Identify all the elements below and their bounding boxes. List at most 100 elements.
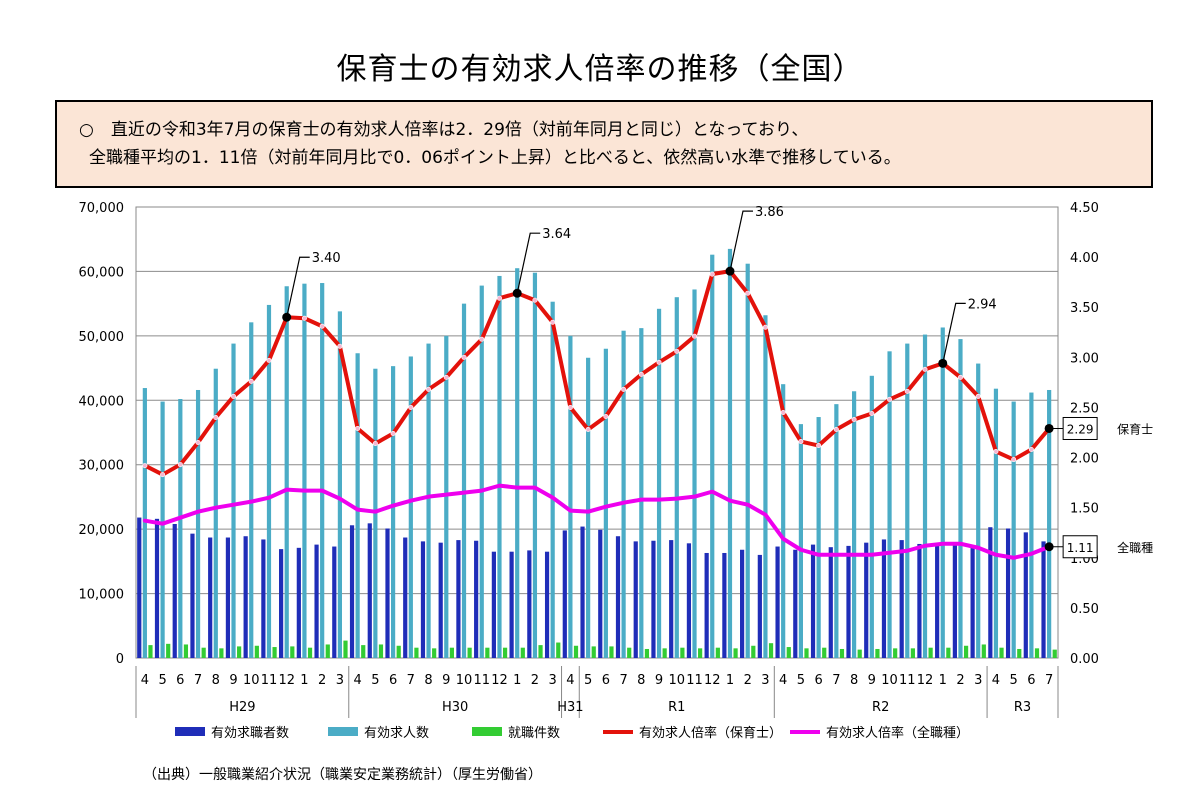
line-point [957, 374, 963, 380]
legend-swatch [472, 727, 502, 736]
x-tick-label: 11 [261, 673, 278, 688]
bar-job-seekers [562, 530, 567, 658]
line-point [585, 426, 591, 432]
bar-placements [254, 645, 259, 658]
legend-label: 有効求人数 [364, 726, 429, 741]
bar-job-seekers [669, 540, 674, 658]
bar-placements [786, 647, 791, 658]
bar-job-seekers [296, 547, 301, 658]
summary-note: ○ 直近の令和3年7月の保育士の有効求人倍率は2．29倍（対前年同月と同じ）とな… [55, 100, 1153, 188]
y-right-tick-label: 2.00 [1070, 452, 1099, 467]
bar-job-openings [497, 275, 502, 658]
legend-swatch [175, 727, 205, 736]
bar-job-seekers [172, 523, 177, 658]
line-point [142, 463, 148, 469]
line-point [1028, 447, 1034, 453]
end-value-box [1062, 416, 1098, 440]
line-point [904, 388, 910, 394]
x-tick-label: 7 [194, 673, 202, 688]
x-tick-label: 5 [584, 673, 592, 688]
bar-placements [875, 648, 880, 658]
y-right-tick-label: 1.50 [1070, 502, 1099, 517]
bar-job-seekers [190, 533, 195, 658]
bar-job-openings [603, 348, 608, 658]
bar-placements [520, 647, 525, 658]
bar-placements [839, 648, 845, 658]
bar-job-openings [479, 285, 484, 658]
y-right-tick-label: 0.50 [1070, 602, 1099, 617]
bar-job-seekers [385, 528, 390, 658]
bar-job-openings [213, 368, 218, 658]
bar-job-seekers [474, 540, 479, 658]
bar-job-openings [852, 391, 857, 658]
bar-placements [768, 643, 774, 658]
bar-job-openings [940, 327, 945, 658]
line-point [443, 374, 449, 380]
line-point [213, 414, 219, 420]
x-tick-label: 2 [744, 673, 752, 688]
x-tick-label: 7 [832, 673, 840, 688]
bar-placements [449, 647, 454, 658]
y-right-tick-label: 3.00 [1070, 351, 1099, 366]
y-left-tick-label: 50,000 [79, 330, 125, 345]
bar-job-seekers [225, 537, 231, 658]
bar-job-seekers [367, 523, 372, 658]
bar-job-seekers [544, 551, 550, 658]
bar-placements [662, 648, 667, 658]
bar-placements [343, 640, 348, 658]
bar-job-openings [656, 308, 662, 658]
x-tick-label: 12 [491, 673, 508, 688]
bar-placements [148, 645, 153, 658]
bar-job-seekers [349, 525, 355, 658]
bar-placements [946, 647, 951, 658]
line-point [231, 393, 237, 399]
x-tick-label: 8 [637, 673, 645, 688]
bar-placements [201, 647, 206, 658]
x-tick-label: 7 [619, 673, 627, 688]
end-value-box [1062, 535, 1098, 559]
bar-placements [733, 648, 738, 658]
bar-placements [591, 646, 596, 658]
callout-leader [286, 256, 310, 318]
bar-placements [963, 645, 969, 658]
x-tick-label: 9 [442, 673, 450, 688]
bar-job-seekers [757, 554, 762, 658]
line-point [408, 404, 414, 410]
line-point [638, 371, 644, 377]
bar-placements [396, 645, 401, 658]
line-point [656, 359, 662, 365]
bar-placements [219, 648, 224, 658]
legend-swatch [328, 727, 358, 736]
bar-placements [715, 647, 720, 658]
bar-job-seekers [828, 547, 833, 658]
end-value-label: 2.29 [1067, 422, 1094, 436]
bar-placements [893, 648, 898, 658]
bar-job-openings [568, 335, 573, 658]
callout-leader [729, 210, 753, 272]
bar-job-seekers [243, 536, 248, 658]
line-point [461, 354, 467, 360]
source-note: （出典）一般職業紹介状況（職業安定業務統計）（厚生労働省） [143, 767, 542, 783]
bar-placements [981, 644, 986, 658]
callout-marker [938, 358, 948, 368]
bar-job-seekers [509, 551, 514, 658]
bar-placements [609, 646, 614, 658]
bar-job-seekers [899, 540, 904, 658]
bar-placements [307, 647, 313, 658]
x-tick-label: 3 [336, 673, 344, 688]
x-tick-label: 5 [158, 673, 166, 688]
bar-job-openings [674, 297, 679, 658]
legend-label: 就職件数 [508, 726, 560, 741]
bar-placements [272, 647, 277, 658]
x-tick-label: 12 [917, 673, 934, 688]
bar-job-seekers [420, 541, 426, 658]
bar-job-openings [142, 388, 147, 658]
bar-job-seekers [598, 529, 603, 658]
bar-placements [644, 648, 650, 658]
bar-job-openings [444, 335, 449, 658]
line-point [496, 295, 502, 301]
line-point [1011, 457, 1017, 463]
bar-job-openings [231, 343, 236, 658]
bar-job-seekers [208, 537, 213, 658]
bar-placements [237, 646, 242, 658]
